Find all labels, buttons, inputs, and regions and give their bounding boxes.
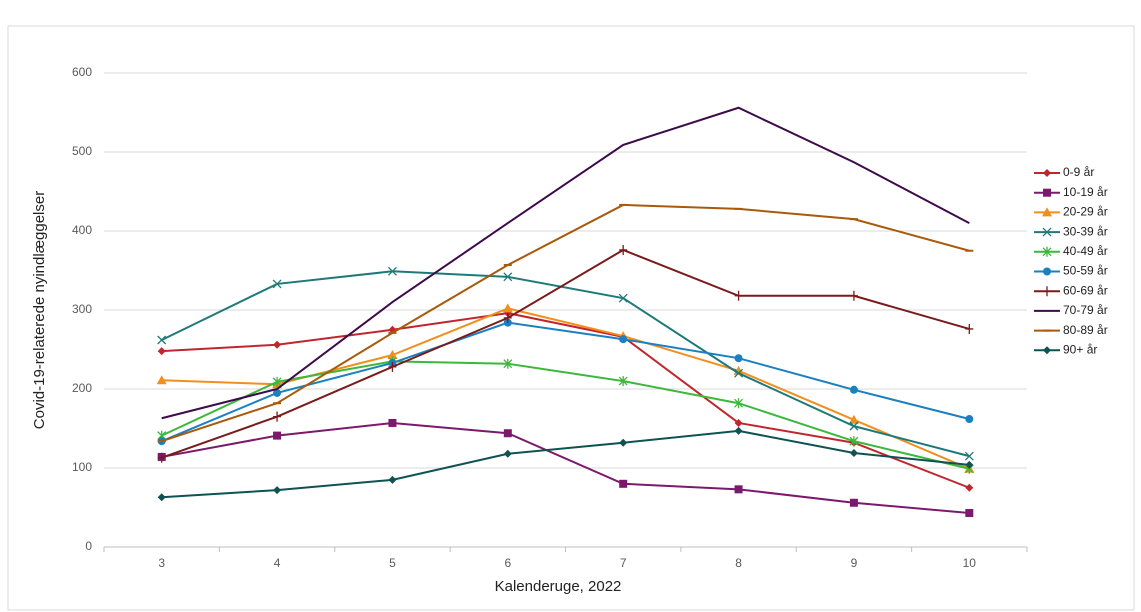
legend-marker — [1043, 169, 1051, 177]
marker — [964, 451, 974, 461]
marker — [734, 418, 743, 427]
marker — [965, 415, 974, 424]
marker — [503, 429, 512, 438]
marker — [388, 361, 397, 372]
marker — [849, 385, 858, 394]
legend-marker — [1042, 207, 1052, 217]
legend-marker — [1043, 286, 1051, 297]
x-tick-label: 6 — [504, 556, 511, 570]
marker — [849, 448, 858, 457]
marker — [272, 279, 282, 289]
marker — [734, 485, 743, 494]
marker — [273, 486, 282, 495]
legend-label: 60-69 år — [1063, 283, 1108, 297]
x-tick-label: 7 — [620, 556, 627, 570]
series-line — [161, 106, 970, 420]
marker — [273, 340, 282, 349]
marker — [388, 418, 397, 427]
legend-marker — [1043, 267, 1051, 276]
y-axis-title: Covid-19-relaterede nyindlæggelser — [31, 191, 48, 429]
series-line — [161, 421, 970, 515]
x-tick-label: 3 — [158, 556, 165, 570]
marker — [157, 335, 167, 345]
marker — [849, 498, 858, 507]
marker — [965, 483, 974, 492]
legend-label: 70-79 år — [1063, 303, 1108, 317]
x-axis-title: Kalenderuge, 2022 — [495, 578, 622, 595]
marker — [503, 312, 512, 323]
legend-label: 80-89 år — [1063, 323, 1108, 337]
series-line — [161, 321, 970, 443]
marker — [502, 303, 513, 313]
marker — [849, 290, 858, 301]
legend-label: 10-19 år — [1063, 185, 1108, 199]
x-tick-label: 9 — [851, 556, 858, 570]
y-tick-label: 500 — [72, 144, 92, 158]
marker — [849, 436, 859, 447]
marker — [965, 323, 974, 334]
y-tick-label: 200 — [72, 381, 92, 395]
marker — [849, 421, 859, 431]
marker — [965, 509, 974, 518]
series-line — [161, 312, 970, 489]
marker — [157, 347, 166, 356]
marker — [272, 376, 282, 387]
chart-frame — [7, 25, 1135, 611]
series-line — [161, 429, 970, 499]
y-tick-label: 0 — [85, 539, 92, 553]
marker — [734, 426, 743, 435]
marker — [157, 493, 166, 502]
marker — [503, 358, 513, 369]
legend-label: 50-59 år — [1063, 264, 1108, 278]
marker — [157, 452, 166, 463]
marker — [734, 368, 744, 378]
legend-marker — [1043, 346, 1051, 355]
marker — [619, 479, 628, 488]
x-tick-label: 5 — [389, 556, 396, 570]
marker — [156, 375, 167, 385]
marker — [619, 335, 628, 344]
marker — [387, 266, 397, 276]
legend-marker — [1042, 246, 1052, 257]
y-tick-label: 600 — [72, 65, 92, 79]
marker — [619, 244, 628, 255]
marker — [273, 411, 282, 422]
marker — [734, 398, 744, 409]
marker — [734, 290, 743, 301]
marker — [503, 449, 512, 458]
marker — [273, 431, 282, 440]
y-tick-label: 400 — [72, 223, 92, 237]
series-line — [161, 360, 970, 470]
marker — [387, 350, 398, 360]
series-line — [161, 270, 970, 458]
marker — [618, 376, 628, 387]
legend-label: 40-49 år — [1063, 244, 1108, 258]
marker — [619, 438, 628, 447]
x-tick-label: 10 — [963, 556, 977, 570]
marker — [273, 388, 282, 397]
marker — [618, 293, 628, 303]
legend-marker — [1043, 188, 1051, 197]
series-line — [161, 203, 970, 443]
legend-label: 90+ år — [1063, 342, 1097, 356]
marker — [388, 475, 397, 484]
legend-label: 30-39 år — [1063, 224, 1108, 238]
marker — [848, 414, 859, 424]
legend-label: 20-29 år — [1063, 205, 1108, 219]
marker — [734, 354, 743, 363]
y-tick-label: 300 — [72, 302, 92, 316]
marker — [503, 272, 513, 282]
legend-label: 0-9 år — [1063, 165, 1094, 179]
series-line — [161, 248, 970, 459]
legend-marker — [1042, 227, 1052, 237]
y-tick-label: 100 — [72, 460, 92, 474]
marker — [965, 460, 974, 469]
x-tick-label: 8 — [735, 556, 742, 570]
x-tick-label: 4 — [274, 556, 281, 570]
